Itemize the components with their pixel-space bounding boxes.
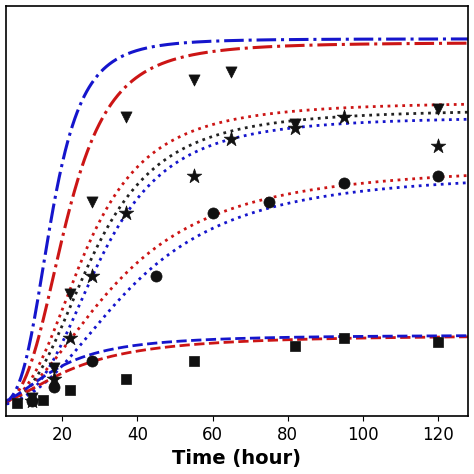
Point xyxy=(265,198,273,205)
Point xyxy=(66,386,73,394)
Point xyxy=(190,172,198,180)
Point xyxy=(122,375,130,383)
Point xyxy=(122,113,130,120)
Point xyxy=(28,398,36,405)
Point xyxy=(292,120,299,128)
Point xyxy=(190,357,198,365)
Point xyxy=(28,394,36,401)
Point xyxy=(88,357,96,365)
Point xyxy=(435,142,442,150)
Point xyxy=(88,272,96,279)
Point xyxy=(292,124,299,131)
Point xyxy=(435,105,442,113)
Point xyxy=(228,135,235,143)
Point xyxy=(13,400,21,407)
Point xyxy=(28,398,36,405)
Point xyxy=(228,68,235,76)
Point xyxy=(39,396,47,403)
Point xyxy=(340,113,348,120)
Point xyxy=(51,383,58,391)
Point xyxy=(66,290,73,298)
Point xyxy=(340,179,348,187)
Point xyxy=(292,342,299,350)
Point xyxy=(122,209,130,217)
Point xyxy=(88,198,96,205)
Point xyxy=(435,338,442,346)
Point xyxy=(340,335,348,342)
Point xyxy=(152,272,160,279)
Point xyxy=(66,335,73,342)
X-axis label: Time (hour): Time (hour) xyxy=(173,449,301,468)
Point xyxy=(51,365,58,372)
Point xyxy=(51,375,58,383)
Point xyxy=(209,209,216,217)
Point xyxy=(190,76,198,83)
Point xyxy=(435,172,442,180)
